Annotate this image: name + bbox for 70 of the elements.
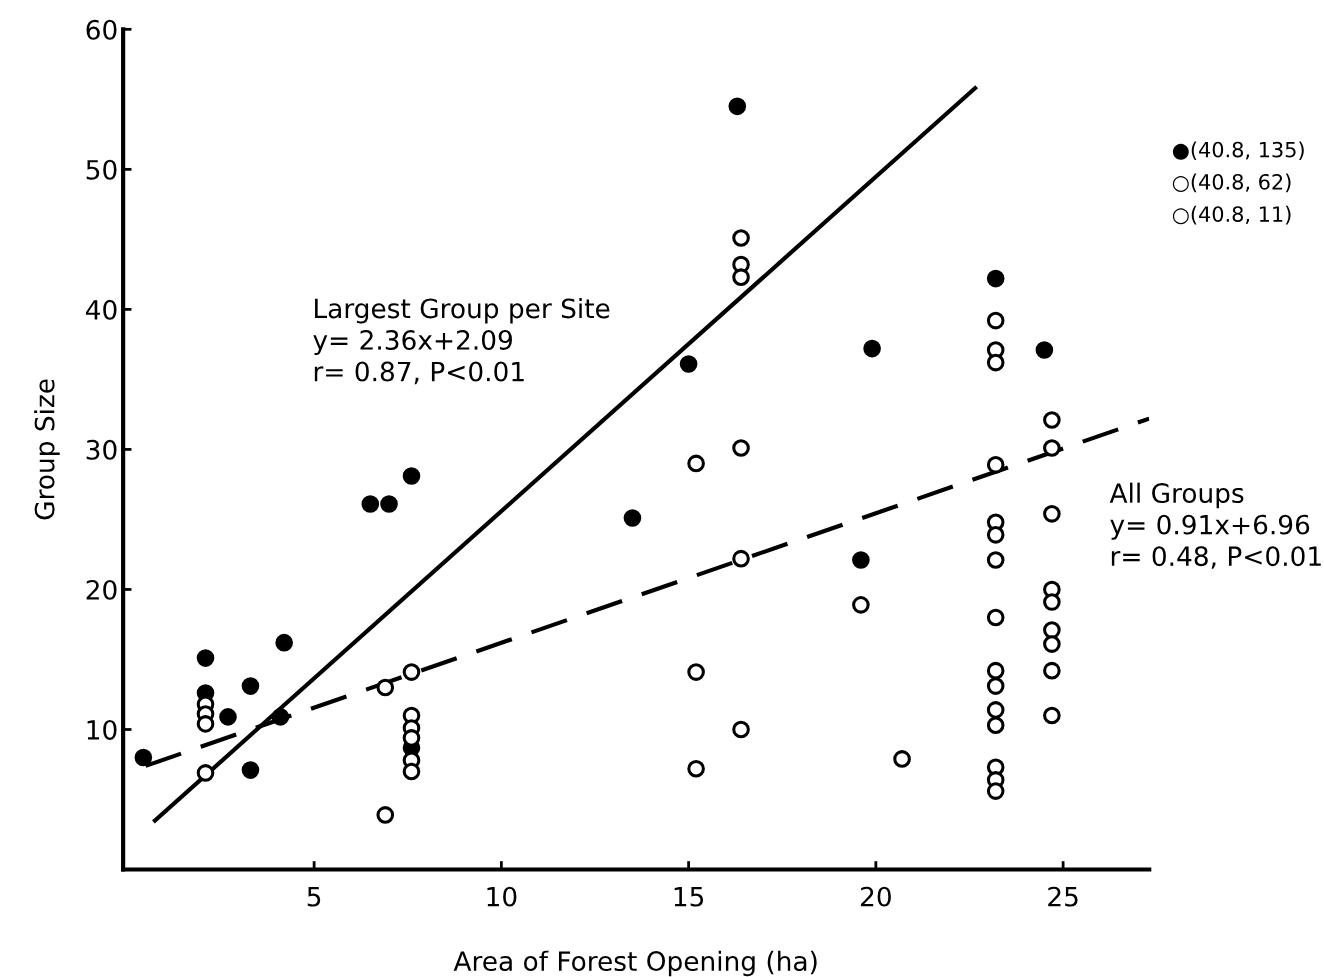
point (376, 678, 395, 697)
point (852, 596, 870, 614)
point (986, 677, 1005, 695)
point (623, 509, 642, 527)
text: ○(40.8, 62) (1172, 173, 1291, 193)
x-tick-label: 10 (487, 886, 517, 907)
x-tick-label: 5 (307, 887, 321, 907)
point (402, 663, 421, 681)
point (687, 663, 705, 681)
point (241, 761, 260, 779)
x-axis-title: Area of Forest Opening (ha) (453, 950, 817, 977)
x-tick-label: 25 (1048, 886, 1078, 907)
point (275, 633, 293, 652)
y-tick-label: 60 (86, 19, 117, 40)
point (1043, 593, 1061, 611)
y-tick-label: 50 (86, 159, 117, 180)
point (986, 661, 1005, 680)
point (986, 716, 1005, 735)
x-tick-label: 20 (861, 886, 891, 907)
point (1043, 706, 1061, 725)
point (271, 708, 290, 726)
y-tick-label: 30 (86, 439, 117, 460)
point (134, 748, 153, 767)
point (361, 495, 380, 513)
point (986, 311, 1005, 330)
x-tick-label: 15 (674, 887, 704, 907)
point (376, 806, 395, 824)
point (219, 708, 237, 726)
point (196, 715, 215, 733)
point (1043, 621, 1061, 639)
point (732, 720, 750, 739)
point (863, 339, 881, 358)
point (402, 762, 421, 781)
point (687, 759, 705, 778)
text: ●(40.8, 135) (1172, 141, 1304, 160)
annotation: All Groups y= 0.91x+6.96 r= 0.48, P<0.01 (1109, 482, 1321, 569)
point (986, 608, 1005, 627)
point (986, 701, 1005, 719)
point (1043, 635, 1061, 653)
point (986, 269, 1005, 288)
point (732, 549, 750, 568)
point (1043, 439, 1061, 457)
point (986, 782, 1005, 800)
y-tick-label: 40 (85, 299, 117, 320)
point (732, 268, 750, 286)
point (852, 551, 870, 569)
point (986, 551, 1005, 569)
point (732, 439, 750, 457)
point (1035, 341, 1054, 359)
point (196, 764, 215, 782)
y-tick-label: 20 (86, 579, 117, 600)
point (679, 355, 698, 373)
text: ○(40.8, 11) (1172, 205, 1291, 225)
point (732, 229, 750, 247)
point (986, 526, 1005, 544)
point (196, 649, 215, 667)
point (1043, 411, 1061, 429)
point (986, 353, 1005, 372)
point (241, 677, 260, 695)
y-tick-label: 10 (87, 719, 117, 740)
point (1043, 505, 1061, 523)
point (687, 454, 705, 473)
point (986, 456, 1005, 474)
point (893, 750, 911, 768)
point (402, 467, 421, 485)
y-axis-title: Group Size (34, 379, 60, 520)
annotation: Largest Group per Site y= 2.36x+2.09 r= 0.87, P<0.01 (313, 297, 610, 385)
point (380, 495, 398, 513)
point (728, 97, 747, 116)
point (1043, 661, 1061, 680)
